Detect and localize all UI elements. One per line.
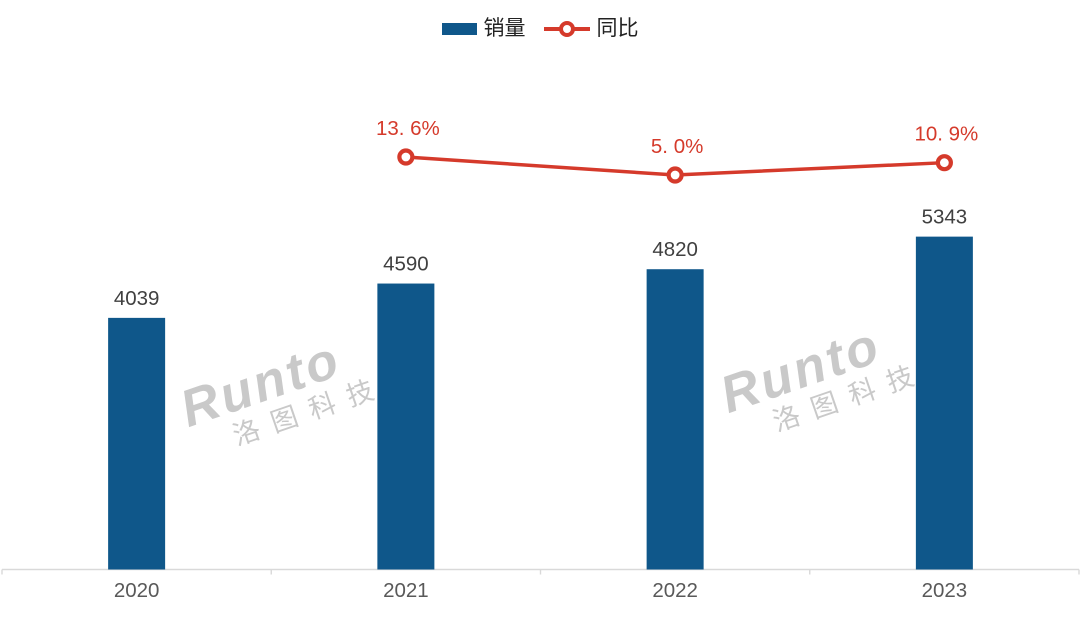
yoy-point-marker: [666, 166, 684, 184]
legend-item-yoy: 同比: [543, 17, 639, 40]
yoy-point-marker: [397, 148, 415, 166]
x-axis-label: 2023: [922, 579, 968, 602]
bar-value-label: 4590: [383, 253, 429, 276]
bar-value-label: 4820: [652, 238, 698, 261]
legend-label-sales: 销量: [483, 17, 526, 40]
bar-swatch-icon: [441, 22, 477, 35]
legend-item-sales: 销量: [441, 17, 526, 40]
legend-label-yoy: 同比: [596, 17, 639, 40]
yoy-value-label: 5. 0%: [651, 135, 703, 158]
x-axis-label: 2022: [652, 579, 698, 602]
yoy-value-label: 10. 9%: [914, 123, 978, 146]
legend: 销量 同比: [0, 18, 1080, 39]
line-swatch-icon: [543, 20, 590, 37]
x-axis-label: 2020: [114, 579, 160, 602]
bar: [108, 317, 166, 570]
bar: [377, 283, 435, 570]
bar-value-label: 4039: [114, 287, 160, 310]
ring-marker-icon: [558, 20, 575, 37]
x-axis-label: 2021: [383, 579, 429, 602]
bar: [646, 269, 704, 570]
bar: [915, 236, 973, 570]
yoy-point-marker: [935, 154, 953, 172]
yoy-value-label: 13. 6%: [376, 117, 440, 140]
bar-value-label: 5343: [922, 206, 968, 229]
